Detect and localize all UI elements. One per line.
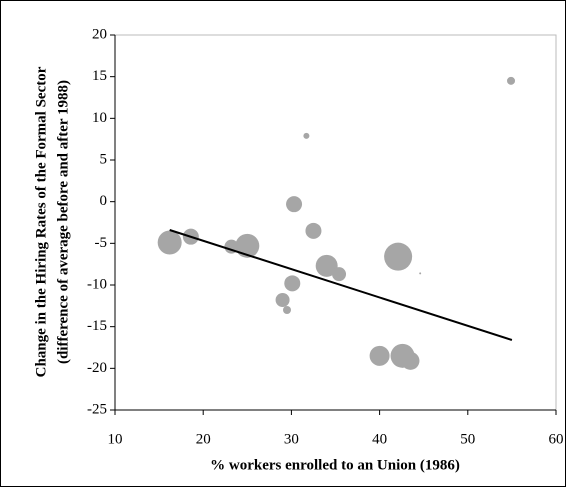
bubble [282,306,291,314]
x-tick-label: 20 [196,431,211,447]
bubble [369,345,390,366]
y-axis-label: Change in the Hiring Rates of the Formal… [33,66,49,377]
x-tick-label: 60 [549,431,564,447]
y-axis-label: (difference of average before and after … [55,80,71,364]
bubble [419,272,422,275]
bubble [284,275,301,292]
y-tick-label: 20 [92,26,107,42]
y-tick-label: -20 [87,360,107,376]
y-tick-label: 15 [92,68,107,84]
bubble [507,76,516,85]
x-axis-label: % workers enrolled to an Union (1986) [210,457,460,473]
y-tick-label: 10 [92,110,107,126]
y-tick-label: 0 [100,193,108,209]
bubble [157,230,182,255]
bubble [303,132,310,139]
bubble [332,267,347,282]
y-tick-label: -15 [87,318,107,334]
bubble [401,351,420,370]
y-tick-label: -25 [87,401,107,417]
bubble [286,196,303,213]
y-tick-label: -10 [87,276,107,292]
y-tick-label: 5 [100,151,108,167]
x-tick-label: 40 [372,431,387,447]
bubble [275,293,290,307]
bubble [235,233,260,258]
bubble [384,242,413,271]
y-tick-label: -5 [95,235,108,251]
x-tick-label: 50 [460,431,475,447]
x-tick-label: 10 [108,431,123,447]
trend-line [169,229,513,341]
bubble [315,254,338,277]
x-tick-label: 30 [284,431,299,447]
bubble [305,222,322,239]
